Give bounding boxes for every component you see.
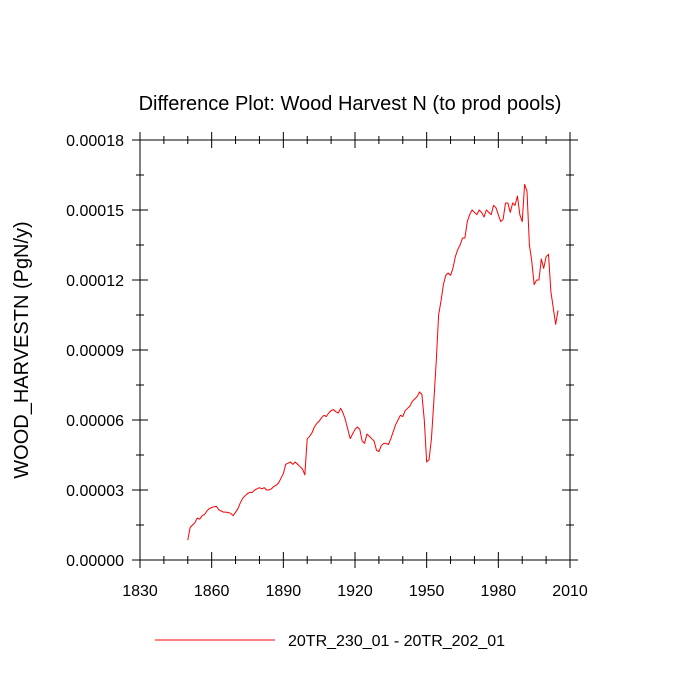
x-tick-label: 1890 [266,583,302,600]
series-layer [187,183,559,541]
y-tick-label: 0.00000 [66,553,124,570]
y-axis-label: WOOD_HARVESTN (PgN/y) [11,221,33,478]
series-line [187,183,559,541]
x-tick-label: 1860 [194,583,230,600]
y-tick-label: 0.00012 [66,273,124,290]
chart-title: Difference Plot: Wood Harvest N (to prod… [139,93,562,115]
x-tick-label: 1980 [481,583,517,600]
y-tick-label: 0.00018 [66,133,124,150]
x-tick-labels: 1830 1860 1890 1920 1950 1980 2010 [122,583,588,600]
legend-series-label: 20TR_230_01 - 20TR_202_01 [288,633,505,650]
x-tick-label: 1830 [122,583,158,600]
y-tick-label: 0.00015 [66,203,124,220]
y-tick-labels: 0.00000 0.00003 0.00006 0.00009 0.00012 0.000… [66,133,124,570]
x-tick-label: 1950 [409,583,445,600]
y-tick-label: 0.00006 [66,413,124,430]
x-tick-label: 1920 [337,583,373,600]
y-tick-label: 0.00003 [66,483,124,500]
y-tick-label: 0.00009 [66,343,124,360]
legend: 20TR_230_01 - 20TR_202_01 [155,633,505,650]
plot-frame [139,139,571,561]
x-tick-label: 2010 [552,583,588,600]
